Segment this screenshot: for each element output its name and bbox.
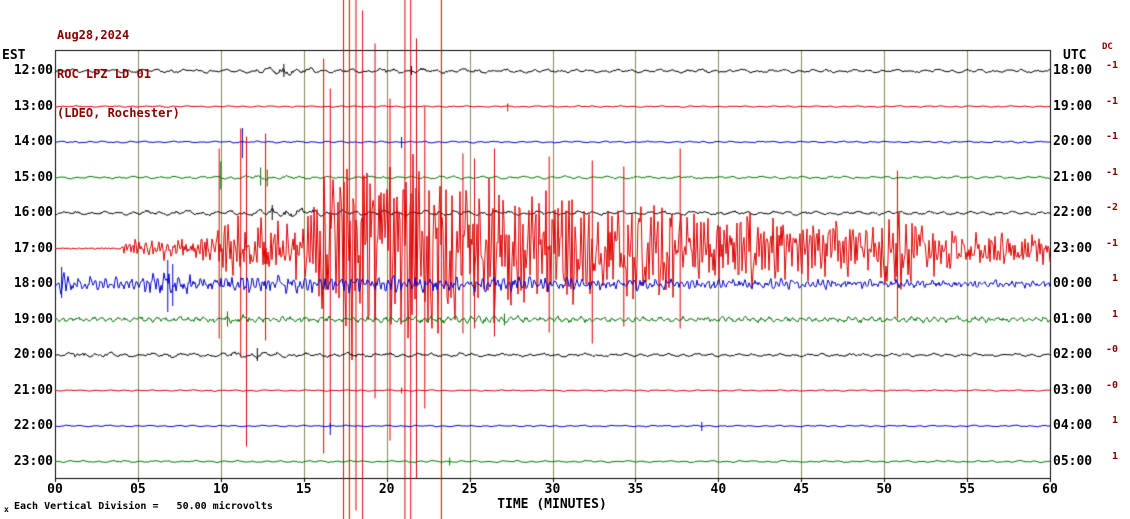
dc-column-header: DC bbox=[1102, 42, 1113, 52]
footnote-scale-label: Each Vertical Division = 50.00 microvolt… bbox=[14, 501, 273, 512]
right-axis-title: UTC bbox=[1063, 48, 1087, 63]
plot-header: Aug28,2024 ROC LPZ LD 01 (LDEO, Rocheste… bbox=[57, 3, 180, 133]
footnote-marker: x bbox=[4, 505, 9, 514]
station-label: ROC LPZ LD 01 bbox=[57, 67, 151, 81]
date-label: Aug28,2024 bbox=[57, 28, 130, 42]
location-label: (LDEO, Rochester) bbox=[57, 106, 180, 120]
x-axis-label: TIME (MINUTES) bbox=[497, 497, 607, 512]
left-axis-title: EST bbox=[2, 48, 26, 63]
